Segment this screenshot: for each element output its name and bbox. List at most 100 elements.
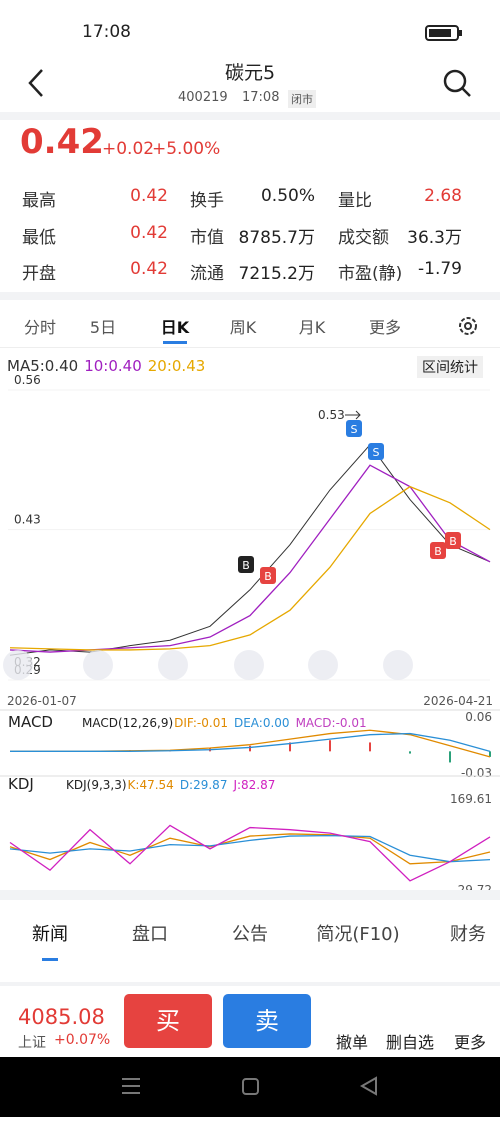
y-tick-label: 0.06	[465, 710, 492, 724]
news-tab[interactable]: 盘口	[132, 924, 168, 945]
macd-bar	[289, 742, 291, 752]
stat-value: 2.68	[424, 186, 462, 206]
ma-line	[9, 485, 491, 651]
price: 0.42	[20, 122, 104, 162]
stat-value: 0.42	[130, 186, 168, 206]
macd-bar	[409, 751, 411, 754]
period-tab[interactable]: 月K	[298, 318, 326, 337]
index-price: 4085.08	[18, 1005, 105, 1029]
stat-label: 换手	[190, 191, 224, 211]
zoom-control	[158, 650, 188, 680]
macd-line	[10, 732, 491, 752]
battery	[425, 25, 462, 41]
period-tab[interactable]: 周K	[229, 318, 257, 337]
price-change: +0.02	[102, 139, 155, 159]
trade-marker-label: S	[351, 423, 358, 436]
price-change-pct: +5.00%	[152, 139, 221, 159]
trade-marker-label: B	[434, 545, 442, 558]
panel-title: MACD	[8, 713, 53, 731]
stat-label: 量比	[338, 191, 372, 211]
stat-label: 市盈(静)	[338, 264, 403, 284]
stat-value: -1.79	[418, 259, 462, 279]
y-tick-label: 0.43	[14, 513, 41, 527]
action-button[interactable]: 删自选	[385, 1033, 434, 1052]
y-tick-label: 0.56	[14, 373, 41, 387]
trade-marker-label: B	[449, 535, 457, 548]
period-tab[interactable]: 更多	[368, 318, 401, 337]
action-button[interactable]: 撤单	[335, 1033, 368, 1052]
stat-label: 最高	[22, 191, 56, 211]
buy-button[interactable]: 买	[124, 994, 212, 1048]
period-tab[interactable]: 分时	[23, 318, 56, 337]
trade-marker-label: B	[264, 570, 272, 583]
legend-entry: D:29.87	[180, 778, 228, 792]
legend-entry: DEA:0.00	[234, 716, 290, 730]
back-button[interactable]	[22, 66, 52, 100]
kdj-line	[9, 833, 491, 865]
news-tab[interactable]: 简况(F10)	[316, 924, 400, 945]
stat-label: 市值	[190, 228, 224, 248]
x-end: 2026-04-21	[423, 694, 493, 708]
zoom-control	[383, 650, 413, 680]
panel-params: KDJ(9,3,3)	[66, 778, 127, 792]
trade-marker	[238, 556, 254, 573]
y-tick-label: -0.03	[461, 766, 492, 780]
news-tab[interactable]: 财务	[450, 924, 486, 945]
trade-marker	[430, 542, 446, 559]
stat-label: 最低	[22, 228, 56, 248]
index-change: +0.07%	[54, 1032, 111, 1048]
stock-title: 碳元5	[224, 62, 276, 84]
stat-value: 8785.7万	[238, 228, 315, 248]
sell-button[interactable]: 卖	[223, 994, 311, 1048]
kdj-line	[9, 835, 491, 863]
trade-marker-label: S	[373, 446, 380, 459]
legend-entry: K:47.54	[128, 778, 174, 792]
stock-time: 17:08	[242, 90, 280, 105]
arrow	[345, 410, 361, 420]
macd-bar	[489, 751, 491, 757]
kdj-line	[9, 824, 491, 882]
macd-bar	[329, 740, 331, 752]
search-button[interactable]	[440, 66, 474, 100]
macd-bar	[369, 742, 371, 752]
ma-line	[9, 443, 491, 656]
legend-entry: MA5:0.40	[7, 357, 78, 375]
trade-marker	[445, 532, 461, 549]
stat-label: 流通	[190, 264, 224, 284]
y-tick-label: 169.61	[450, 792, 492, 806]
macd-bar	[249, 745, 251, 752]
y-tick-label: -29.72	[453, 883, 492, 890]
legend-entry: MACD:-0.01	[296, 716, 367, 730]
range-stats-button[interactable]: 区间统计	[417, 356, 483, 378]
trade-marker-label: B	[242, 559, 250, 572]
period-tab[interactable]: 5日	[89, 318, 117, 337]
zoom-control	[234, 650, 264, 680]
period-tab[interactable]: 日K	[160, 318, 190, 337]
trade-marker	[368, 443, 384, 460]
high-label: 0.53	[318, 408, 345, 422]
nav-bar	[0, 1057, 500, 1117]
x-start: 2026-01-07	[7, 694, 77, 708]
legend-entry: 20:0.43	[148, 357, 206, 375]
zoom-control	[3, 650, 33, 680]
kline-chart: MA5:0.4010:0.4020:0.430.560.430.290.530.…	[0, 357, 500, 890]
zoom-control	[83, 650, 113, 680]
panel-params: MACD(12,26,9)	[82, 716, 173, 730]
news-tab[interactable]: 新闻	[32, 924, 68, 945]
legend-entry: J:82.87	[232, 778, 275, 792]
action-button[interactable]: 更多	[453, 1033, 486, 1052]
index-name: 上证	[18, 1035, 46, 1051]
market-status: 闭市	[288, 90, 316, 108]
stat-label: 成交额	[338, 228, 389, 248]
trade-marker	[346, 420, 362, 437]
legend-entry: 10:0.40	[84, 357, 142, 375]
settings-icon[interactable]	[456, 314, 480, 338]
stat-value: 36.3万	[407, 228, 462, 248]
zoom-control	[308, 650, 338, 680]
news-tab[interactable]: 公告	[232, 924, 268, 945]
stat-value: 0.42	[130, 223, 168, 243]
legend-entry: DIF:-0.01	[174, 716, 228, 730]
stat-value: 0.50%	[260, 186, 315, 206]
stock-code: 400219	[178, 90, 228, 105]
